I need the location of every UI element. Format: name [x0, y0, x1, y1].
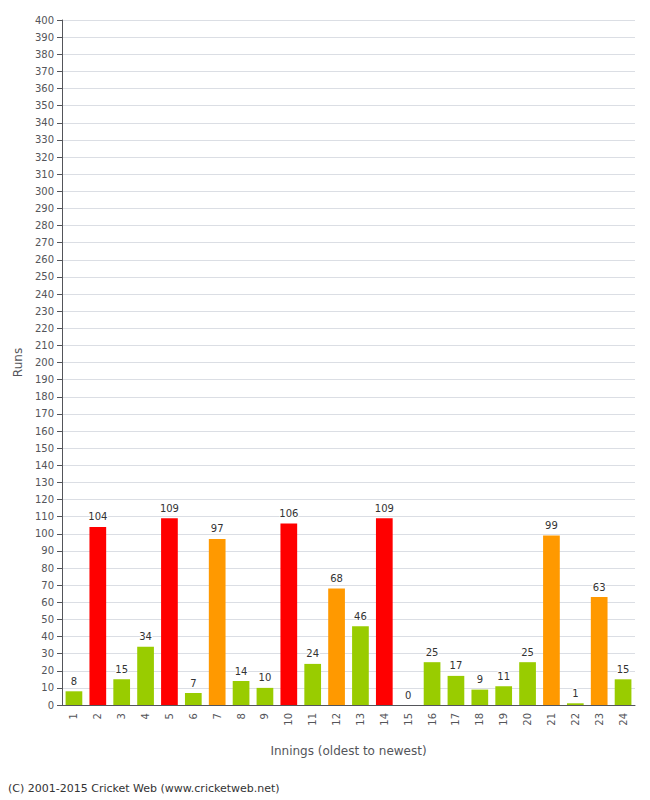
- svg-text:220: 220: [35, 323, 54, 334]
- svg-text:120: 120: [35, 494, 54, 505]
- svg-text:100: 100: [35, 528, 54, 539]
- svg-text:7: 7: [212, 713, 223, 719]
- svg-text:Innings (oldest to newest): Innings (oldest to newest): [270, 744, 426, 758]
- svg-text:40: 40: [41, 631, 54, 642]
- svg-text:130: 130: [35, 477, 54, 488]
- svg-text:21: 21: [546, 713, 557, 726]
- svg-text:25: 25: [521, 647, 534, 658]
- svg-text:80: 80: [41, 563, 54, 574]
- svg-text:1: 1: [68, 713, 79, 719]
- svg-text:150: 150: [35, 443, 54, 454]
- svg-text:3: 3: [116, 713, 127, 719]
- svg-text:4: 4: [140, 713, 151, 719]
- svg-text:14: 14: [379, 713, 390, 726]
- svg-text:104: 104: [88, 511, 107, 522]
- svg-text:400: 400: [35, 15, 54, 26]
- svg-text:24: 24: [306, 648, 319, 659]
- svg-text:60: 60: [41, 597, 54, 608]
- svg-text:8: 8: [236, 713, 247, 719]
- svg-text:18: 18: [474, 713, 485, 726]
- svg-text:110: 110: [35, 511, 54, 522]
- svg-text:50: 50: [41, 614, 54, 625]
- svg-text:70: 70: [41, 580, 54, 591]
- svg-text:90: 90: [41, 545, 54, 556]
- svg-text:24: 24: [618, 713, 629, 726]
- svg-text:63: 63: [593, 582, 606, 593]
- svg-text:190: 190: [35, 374, 54, 385]
- svg-text:7: 7: [190, 678, 196, 689]
- svg-text:180: 180: [35, 391, 54, 402]
- svg-text:9: 9: [477, 674, 483, 685]
- svg-text:15: 15: [617, 664, 630, 675]
- svg-text:14: 14: [235, 666, 248, 677]
- svg-text:370: 370: [35, 66, 54, 77]
- svg-text:34: 34: [139, 631, 152, 642]
- svg-text:12: 12: [331, 713, 342, 726]
- svg-text:360: 360: [35, 83, 54, 94]
- svg-text:210: 210: [35, 340, 54, 351]
- svg-text:106: 106: [279, 508, 298, 519]
- svg-text:97: 97: [211, 523, 224, 534]
- svg-text:25: 25: [426, 647, 439, 658]
- svg-text:300: 300: [35, 186, 54, 197]
- svg-text:0: 0: [48, 700, 54, 711]
- svg-text:10: 10: [259, 672, 272, 683]
- svg-text:280: 280: [35, 220, 54, 231]
- svg-text:380: 380: [35, 49, 54, 60]
- svg-text:310: 310: [35, 169, 54, 180]
- svg-text:11: 11: [497, 671, 510, 682]
- svg-text:109: 109: [375, 503, 394, 514]
- svg-text:17: 17: [450, 713, 461, 726]
- svg-text:9: 9: [259, 713, 270, 719]
- svg-text:23: 23: [594, 713, 605, 726]
- svg-text:30: 30: [41, 648, 54, 659]
- svg-text:16: 16: [427, 713, 438, 726]
- svg-text:170: 170: [35, 408, 54, 419]
- svg-text:20: 20: [41, 665, 54, 676]
- svg-text:13: 13: [355, 713, 366, 726]
- svg-text:15: 15: [115, 664, 128, 675]
- svg-text:350: 350: [35, 100, 54, 111]
- svg-text:20: 20: [522, 713, 533, 726]
- svg-text:270: 270: [35, 237, 54, 248]
- svg-text:340: 340: [35, 117, 54, 128]
- svg-text:68: 68: [330, 573, 343, 584]
- svg-text:10: 10: [41, 682, 54, 693]
- svg-text:11: 11: [307, 713, 318, 726]
- svg-text:2: 2: [92, 713, 103, 719]
- svg-text:(C) 2001-2015 Cricket Web (www: (C) 2001-2015 Cricket Web (www.cricketwe…: [8, 782, 280, 795]
- svg-text:5: 5: [164, 713, 175, 719]
- svg-text:200: 200: [35, 357, 54, 368]
- svg-text:99: 99: [545, 520, 558, 531]
- svg-text:6: 6: [188, 713, 199, 719]
- svg-text:109: 109: [160, 503, 179, 514]
- svg-text:250: 250: [35, 271, 54, 282]
- svg-text:240: 240: [35, 289, 54, 300]
- svg-text:17: 17: [450, 660, 463, 671]
- svg-text:22: 22: [570, 713, 581, 726]
- svg-text:19: 19: [498, 713, 509, 726]
- svg-text:Runs: Runs: [11, 348, 25, 377]
- svg-text:330: 330: [35, 134, 54, 145]
- svg-text:1: 1: [572, 688, 578, 699]
- svg-text:320: 320: [35, 152, 54, 163]
- svg-text:390: 390: [35, 32, 54, 43]
- svg-text:140: 140: [35, 460, 54, 471]
- svg-text:230: 230: [35, 306, 54, 317]
- svg-text:260: 260: [35, 254, 54, 265]
- svg-text:46: 46: [354, 611, 367, 622]
- svg-text:15: 15: [403, 713, 414, 726]
- svg-text:290: 290: [35, 203, 54, 214]
- svg-text:8: 8: [71, 676, 77, 687]
- svg-text:0: 0: [405, 690, 411, 701]
- svg-text:160: 160: [35, 426, 54, 437]
- svg-text:10: 10: [283, 713, 294, 726]
